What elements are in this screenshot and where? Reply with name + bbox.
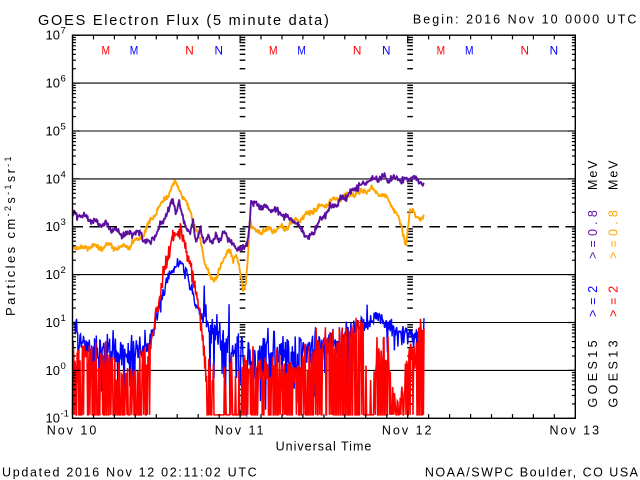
svg-text:10: 10 — [46, 411, 60, 426]
svg-text:10: 10 — [46, 123, 60, 138]
svg-text:N: N — [214, 44, 223, 58]
svg-text:>=2: >=2 — [607, 281, 621, 317]
svg-text:N: N — [353, 44, 362, 58]
svg-text:-1: -1 — [61, 409, 69, 420]
svg-text:M: M — [437, 44, 446, 58]
svg-text:4: 4 — [61, 169, 66, 180]
svg-text:Particles cm-2s-1sr-1: Particles cm-2s-1sr-1 — [3, 154, 18, 316]
svg-text:10: 10 — [46, 219, 60, 234]
svg-text:Updated 2016 Nov 12 02:11:02 U: Updated 2016 Nov 12 02:11:02 UTC — [2, 466, 258, 480]
svg-text:1: 1 — [61, 313, 66, 324]
svg-text:3: 3 — [61, 217, 66, 228]
svg-text:5: 5 — [61, 121, 66, 132]
svg-text:>=0.8: >=0.8 — [607, 206, 621, 259]
svg-text:Nov 12: Nov 12 — [382, 424, 434, 438]
svg-text:N: N — [550, 44, 559, 58]
svg-text:M: M — [269, 44, 278, 58]
svg-text:MeV: MeV — [607, 159, 621, 190]
svg-text:Nov 10: Nov 10 — [47, 424, 99, 438]
svg-text:N: N — [382, 44, 391, 58]
svg-text:N: N — [520, 44, 529, 58]
svg-text:10: 10 — [46, 76, 60, 91]
svg-text:2: 2 — [61, 265, 66, 276]
svg-text:GOES13: GOES13 — [607, 337, 621, 407]
svg-text:7: 7 — [61, 26, 66, 37]
svg-text:GOES Electron Flux (5 minute d: GOES Electron Flux (5 minute data) — [38, 13, 331, 29]
svg-text:10: 10 — [46, 28, 60, 43]
svg-text:>=2: >=2 — [586, 281, 600, 317]
svg-text:M: M — [465, 44, 474, 58]
svg-text:Nov 13: Nov 13 — [549, 424, 601, 438]
svg-text:M: M — [130, 44, 139, 58]
svg-text:M: M — [101, 44, 110, 58]
svg-text:N: N — [185, 44, 194, 58]
svg-text:M: M — [297, 44, 306, 58]
svg-text:6: 6 — [61, 74, 66, 85]
svg-text:>=0.8: >=0.8 — [586, 206, 600, 259]
svg-text:0: 0 — [61, 361, 66, 372]
svg-text:Nov 11: Nov 11 — [215, 424, 266, 438]
svg-text:MeV: MeV — [586, 159, 600, 190]
svg-text:10: 10 — [46, 315, 60, 330]
svg-text:Universal Time: Universal Time — [276, 440, 373, 454]
svg-text:NOAA/SWPC Boulder, CO USA: NOAA/SWPC Boulder, CO USA — [425, 466, 640, 480]
svg-text:10: 10 — [46, 363, 60, 378]
svg-text:10: 10 — [46, 267, 60, 282]
svg-text:10: 10 — [46, 171, 60, 186]
svg-text:GOES15: GOES15 — [586, 337, 600, 407]
svg-text:Begin: 2016 Nov 10 0000 UTC: Begin: 2016 Nov 10 0000 UTC — [413, 13, 639, 27]
